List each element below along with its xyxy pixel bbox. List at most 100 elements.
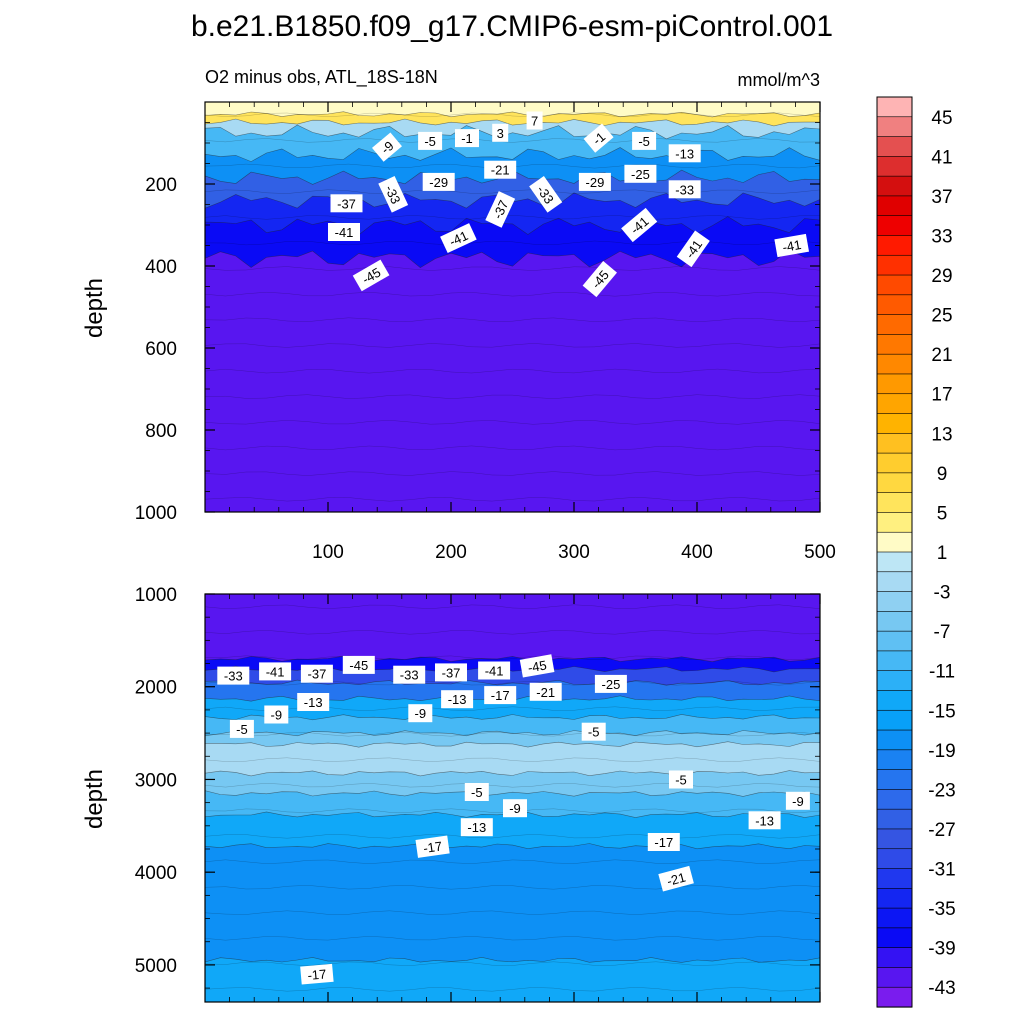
lower-contour-label-bg-10 — [484, 686, 517, 705]
upper-contour-label-text-17: -41 — [335, 225, 354, 240]
lower-contour-label-16: -5 — [581, 722, 606, 741]
lower-contour-label-text-26: -17 — [307, 966, 327, 983]
lower-contour-label-11: -13 — [441, 690, 474, 709]
upper-contour-label-bg-10 — [422, 172, 455, 191]
upper-contour-label-7: -13 — [668, 144, 701, 163]
upper-contour-label-bg-23 — [582, 261, 617, 298]
colorbar-label-2: 37 — [931, 187, 952, 208]
colorbar: 45 41 37 33 29 25 21 17 13 9 5 1 -3 -7 -11 -15 -19 -23 -27… — [876, 96, 956, 1008]
lower-contour-label-text-18: -5 — [675, 773, 687, 788]
upper-contour-label-bg-15 — [330, 194, 363, 213]
lower-y-axis-label: depth — [81, 769, 108, 829]
colorbar-label-9: 9 — [937, 464, 948, 485]
figure-title: b.e21.B1850.f09_g17.CMIP6-esm-piControl.… — [191, 10, 833, 43]
colorbar-box-11 — [876, 314, 913, 335]
lower-contour-label-1: -41 — [259, 662, 292, 681]
colorbar-box-33 — [876, 749, 913, 771]
lower-contour-label-14: -9 — [408, 704, 433, 723]
colorbar-label-19: -31 — [928, 860, 955, 881]
lower-contour-label-2: -37 — [300, 664, 333, 683]
lower-contour-label-19: -9 — [503, 799, 527, 818]
colorbar-label-22: -43 — [928, 978, 955, 999]
colorbar-box-44 — [876, 967, 913, 988]
upper-contour-label-bg-17 — [328, 223, 360, 241]
lower-contour-line-14 — [205, 961, 820, 966]
lower-contour-label-7: -45 — [519, 654, 555, 678]
lower-contour-label-text-17: -5 — [471, 785, 483, 800]
lower-contour-label-text-22: -13 — [755, 813, 774, 828]
colorbar-frame — [876, 96, 913, 1008]
lower-contour-label-5: -37 — [435, 663, 467, 682]
lower-contour-label-26: -17 — [300, 963, 334, 985]
upper-contour-label-bg-20 — [676, 230, 710, 268]
colorbar-label-11: 1 — [937, 543, 948, 564]
upper-contour-label-bg-14 — [529, 176, 563, 213]
lower-contour-label-21: -13 — [460, 818, 493, 837]
colorbar-label-16: -19 — [928, 741, 955, 762]
colorbar-label-15: -15 — [928, 701, 955, 722]
lower-contour-label-bg-7 — [519, 654, 555, 678]
lower-contour-label-18: -5 — [669, 770, 693, 789]
colorbar-label-14: -11 — [929, 662, 955, 683]
lower-contour-label-text-14: -9 — [415, 706, 427, 721]
upper-contour-label-text-13: -33 — [382, 183, 404, 206]
upper-y-tick-label-2: 600 — [145, 339, 177, 360]
lower-contour-label-text-25: -21 — [665, 870, 687, 889]
lower-contour-label-text-10: -17 — [491, 688, 510, 703]
upper-contour-label-text-0: 7 — [531, 114, 538, 129]
colorbar-box-2 — [876, 136, 913, 157]
lower-contour-label-23: -17 — [415, 835, 450, 858]
upper-contour-label-23: -45 — [582, 261, 617, 298]
lower-band-12 — [205, 956, 820, 1002]
colorbar-box-10 — [876, 294, 913, 316]
lower-contour-label-15: -5 — [229, 719, 254, 738]
lower-y-tick-label-1: 2000 — [135, 678, 177, 699]
colorbar-box-5 — [876, 195, 913, 217]
lower-contour-label-bg-21 — [460, 818, 493, 837]
colorbar-label-13: -7 — [934, 622, 951, 643]
lower-contour-line-9 — [205, 834, 820, 839]
colorbar-box-6 — [876, 215, 913, 237]
lower-y-tick-label-2: 3000 — [135, 770, 177, 791]
upper-y-tick-label-1: 400 — [145, 257, 177, 278]
upper-contour-label-bg-22 — [352, 259, 390, 292]
lower-contour-label-bg-14 — [408, 704, 433, 723]
lower-contour-label-bg-2 — [300, 664, 333, 683]
upper-contour-label-10: -29 — [422, 172, 455, 191]
lower-contour-line-7 — [205, 783, 820, 788]
colorbar-box-9 — [876, 274, 913, 296]
lower-contour-label-13: -9 — [264, 705, 289, 724]
lower-contour-label-bg-4 — [393, 665, 426, 684]
upper-y-tick-label-3: 800 — [145, 421, 177, 442]
upper-contour-panel: 73-1-5-9 -1 -5-13-21 -25-29 -29 -33-33 -33-37-… — [135, 101, 836, 563]
upper-x-tick-label-4: 500 — [804, 542, 836, 563]
upper-contour-label-bg-2 — [455, 129, 479, 148]
lower-contour-label-9: -25 — [594, 674, 627, 693]
lower-contour-label-text-23: -17 — [422, 838, 443, 855]
lower-contour-label-6: -41 — [478, 661, 511, 680]
lower-contour-label-24: -17 — [647, 833, 680, 851]
colorbar-box-20 — [876, 492, 913, 514]
lower-contour-line-2 — [205, 655, 820, 660]
upper-band-8 — [205, 249, 820, 512]
lower-contour-label-text-21: -13 — [467, 820, 486, 835]
upper-contour-label-8: -21 — [484, 160, 517, 179]
colorbar-box-27 — [876, 630, 913, 652]
colorbar-box-35 — [876, 789, 913, 810]
colorbar-label-12: -3 — [934, 583, 951, 604]
colorbar-box-30 — [876, 690, 913, 711]
upper-contour-label-text-9: -25 — [631, 167, 650, 182]
lower-contour-label-bg-11 — [441, 690, 474, 709]
lower-contour-label-20: -9 — [785, 791, 810, 810]
upper-contour-label-text-8: -21 — [491, 163, 510, 178]
upper-contour-label-18: -41 — [440, 223, 477, 254]
colorbar-box-29 — [876, 670, 913, 692]
colorbar-label-20: -35 — [928, 899, 955, 920]
lower-contour-line-3 — [205, 681, 820, 686]
lower-contour-label-17: -5 — [464, 783, 489, 801]
colorbar-box-37 — [876, 828, 913, 850]
lower-frame — [204, 593, 821, 1003]
lower-contour-label-text-15: -5 — [236, 722, 248, 737]
lower-contour-label-text-9: -25 — [602, 677, 621, 692]
upper-contour-line-7 — [205, 292, 820, 297]
